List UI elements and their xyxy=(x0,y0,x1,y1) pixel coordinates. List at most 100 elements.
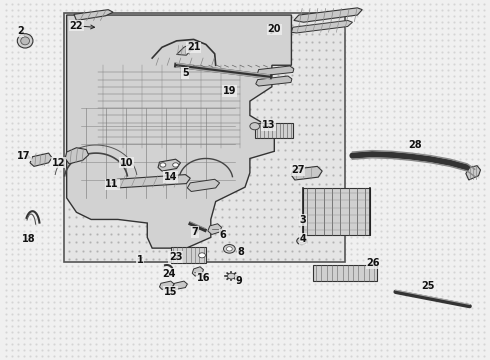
Point xyxy=(316,139,323,145)
Point xyxy=(450,269,458,275)
Point xyxy=(56,269,64,275)
Point xyxy=(79,248,87,253)
Point xyxy=(420,91,428,96)
Point xyxy=(456,109,464,114)
Point xyxy=(377,168,385,174)
Point xyxy=(123,269,131,275)
Point xyxy=(32,287,40,293)
Point xyxy=(250,198,258,204)
Point xyxy=(408,61,416,67)
Point xyxy=(159,210,167,216)
Point xyxy=(420,132,428,138)
Point xyxy=(26,317,34,323)
Point xyxy=(105,180,113,186)
Point xyxy=(262,97,270,103)
Point xyxy=(123,246,131,251)
Point xyxy=(68,19,76,25)
Point xyxy=(107,72,115,78)
Point xyxy=(293,311,300,317)
Point xyxy=(177,269,185,275)
Point xyxy=(74,341,82,347)
Point xyxy=(114,164,122,170)
Point xyxy=(65,22,73,28)
Point xyxy=(414,311,422,317)
Point xyxy=(359,210,367,216)
Point xyxy=(269,287,276,293)
Point xyxy=(32,156,40,162)
Point xyxy=(44,1,52,7)
Point xyxy=(105,311,113,317)
Point xyxy=(432,293,440,299)
Point xyxy=(305,138,313,144)
Point xyxy=(26,7,34,13)
Point xyxy=(474,264,482,269)
Point xyxy=(262,192,270,198)
Point xyxy=(98,246,106,251)
Point xyxy=(402,264,410,269)
Point xyxy=(432,91,440,96)
Point xyxy=(260,156,268,162)
Point xyxy=(329,168,337,174)
Point xyxy=(147,85,155,91)
Point xyxy=(177,31,185,37)
Point xyxy=(176,131,184,136)
Point xyxy=(301,148,309,153)
Point xyxy=(226,144,234,150)
Point xyxy=(1,103,9,108)
Point xyxy=(232,204,240,210)
Point xyxy=(218,239,226,245)
Point xyxy=(129,55,137,61)
Point xyxy=(305,168,313,174)
Point xyxy=(86,248,94,253)
Point xyxy=(274,156,282,162)
Point xyxy=(317,156,325,162)
Point xyxy=(414,162,422,168)
Point xyxy=(8,329,16,335)
Point xyxy=(68,43,76,49)
Point xyxy=(208,269,216,275)
Point xyxy=(329,287,337,293)
Point xyxy=(232,131,240,136)
Point xyxy=(262,246,270,251)
Point xyxy=(335,126,343,132)
Point xyxy=(432,61,440,67)
Point xyxy=(309,39,317,45)
Point xyxy=(62,311,70,317)
Point xyxy=(232,192,240,198)
Point xyxy=(280,293,288,299)
Point xyxy=(56,91,64,96)
Point xyxy=(244,192,252,198)
Point xyxy=(253,206,261,212)
Point xyxy=(402,299,410,305)
Point xyxy=(153,347,161,353)
Point xyxy=(20,234,27,239)
Point xyxy=(474,222,482,228)
Point xyxy=(79,47,87,53)
Point xyxy=(274,174,282,180)
Point xyxy=(74,150,82,156)
Point xyxy=(384,335,392,341)
Point xyxy=(93,67,100,73)
Point xyxy=(183,305,191,311)
Point xyxy=(288,214,295,220)
Point xyxy=(384,25,392,31)
Point xyxy=(408,156,416,162)
Point xyxy=(456,335,464,341)
Point xyxy=(26,264,34,269)
Point xyxy=(218,206,226,212)
Point xyxy=(111,61,119,67)
Point xyxy=(183,37,191,43)
Point xyxy=(98,109,106,114)
Point xyxy=(155,22,163,28)
Point xyxy=(211,214,219,220)
Point xyxy=(208,180,216,186)
Point xyxy=(414,114,422,120)
Point xyxy=(444,156,452,162)
Point xyxy=(402,121,410,126)
Point xyxy=(377,7,385,13)
Point xyxy=(305,234,313,239)
Point xyxy=(225,239,233,245)
Point xyxy=(80,85,88,91)
Point xyxy=(177,228,185,234)
Point xyxy=(280,43,288,49)
